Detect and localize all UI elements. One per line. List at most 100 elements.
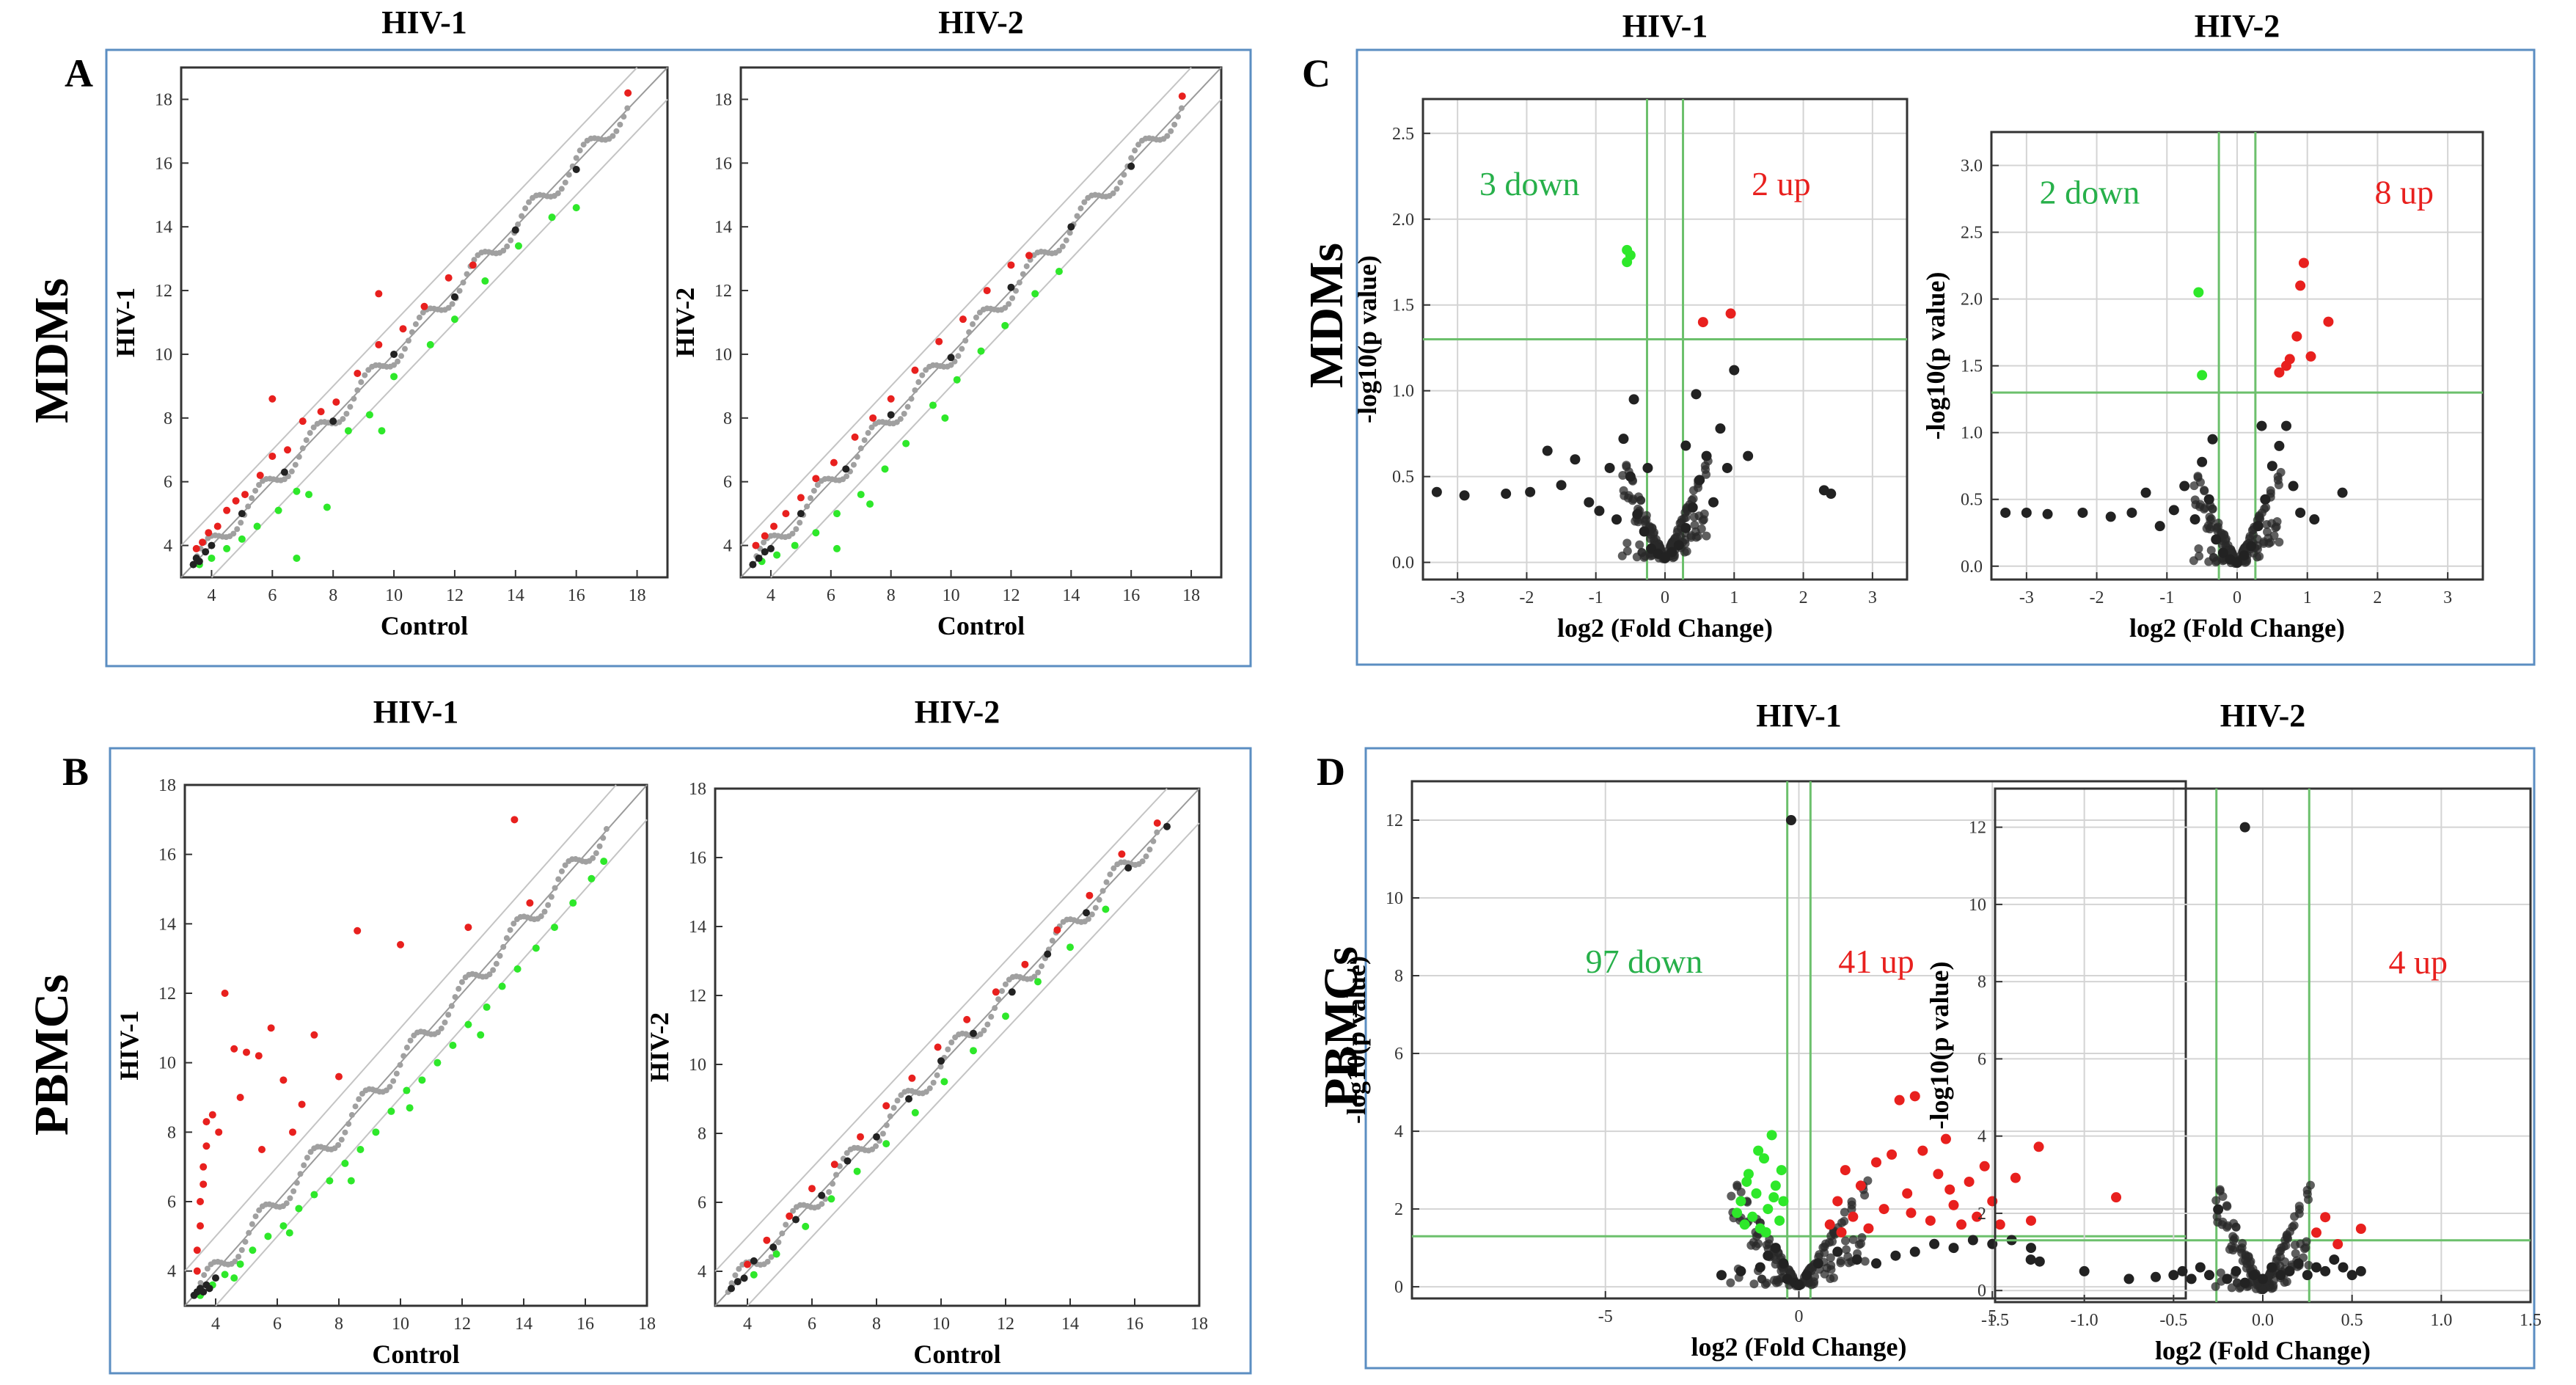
data-point-up [2111,1192,2122,1203]
scatter-point-ns-bg [1132,147,1138,154]
data-point-ns [2258,1273,2268,1284]
x-tick-label: 1 [2303,588,2312,607]
y-tick-label: 10 [155,346,172,365]
x-tick-label: 14 [507,586,524,605]
data-point-up [1979,1161,1990,1172]
scatter-point-ns-bg [486,971,493,978]
data-point-up [1878,1204,1889,1215]
scatter-point-ns-bg [580,142,587,148]
scatter-point-ns-bg [416,314,422,321]
data-point-ns [1785,815,1796,826]
data-point-up [268,452,277,460]
volcano-point-ns-bg [1848,1235,1858,1244]
data-point-down [902,439,910,447]
scatter-point-ns-bg [844,473,850,480]
data-point-up [1863,1223,1874,1234]
data-point-ns [2239,822,2250,833]
data-point-up [200,1163,208,1171]
scatter-point-ns-bg [201,1272,208,1279]
group-label-pbmcs-right: PBMCs [1314,946,1368,1108]
scatter-point-ns-bg [287,1195,293,1202]
volcano-point-ns-bg [1628,494,1638,504]
x-axis-label: Control [937,611,1025,640]
y-tick-label: 14 [155,218,172,237]
data-point-up [1933,1169,1944,1180]
data-point-ns [2253,521,2264,532]
volcano-point-ns-bg [1771,1260,1780,1269]
data-point-ns [1680,522,1691,533]
data-point-ns [2077,507,2088,518]
scatter-point-ns-bg [995,996,1002,1003]
scatter-point-ns-bg [1113,186,1120,192]
data-point-ns [1770,1243,1781,1254]
y-tick-label: 8 [698,1125,706,1144]
y-tick-label: 8 [164,409,172,428]
volcano-point-ns-bg [1635,540,1644,549]
scatter-point-ns-bg [340,416,346,423]
scatter-point-ns-bg [904,403,911,410]
scatter-point-ns-bg [249,495,255,502]
volcano-point-ns-bg [2194,544,2203,554]
data-point-ns [2123,1273,2134,1284]
x-tick-label: 16 [1126,1315,1144,1334]
x-tick-label: 10 [932,1315,950,1334]
data-point-up [830,458,838,467]
volcano-point-ns-bg [1836,1258,1845,1268]
volcano-point-ns-bg [2258,1285,2268,1295]
chart-a2: HIV-2 4 6 8 10 12 14 16 18 4 6 8 10 12 14 16 18 Control HI… [670,4,1223,640]
scatter-point-ns-bg [945,1046,951,1053]
data-point-down [483,1003,491,1011]
scatter-point-ns-bg [1006,301,1012,307]
data-point-ns [1735,1265,1746,1276]
scatter-point-ns-bg [234,526,241,533]
x-tick-label: 3 [2443,588,2452,607]
data-point-ns [1542,445,1553,456]
scatter-point-ns-bg [966,329,973,335]
data-point-up [2026,1215,2036,1226]
data-point-down [1066,943,1074,951]
volcano-point-ns-bg [2231,1222,2241,1232]
chart-title: HIV-1 [373,694,459,730]
volcano-point-ns-bg [2214,518,2223,527]
data-point-down [827,1195,835,1203]
data-point-ns [2026,1243,2036,1254]
x-tick-label: 2 [2373,588,2382,607]
volcano-point-ns-bg [1757,1274,1766,1284]
volcano-point-ns-bg [2211,1282,2220,1291]
scatter-point-ns-bg [984,1021,991,1028]
data-point-up [761,532,769,540]
volcano-point-ns-bg [1619,486,1628,495]
data-point-ns [2346,1270,2357,1281]
data-point-up [205,529,213,537]
scatter-point-ns-bg [915,379,922,385]
data-point-ns [2256,420,2267,431]
scatter-point-ns-bg [497,952,503,959]
volcano-point-ns-bg [1847,1200,1856,1210]
scatter-point-ns-bg [610,133,616,139]
y-tick-label: 10 [1969,896,1986,915]
y-tick-label: 12 [155,282,172,301]
data-point-ns [947,354,955,362]
data-point-down [1739,1219,1750,1230]
data-point-ns [1459,490,1470,501]
annotation-up-count: 8 up [2375,174,2434,211]
data-point-up [1840,1165,1851,1176]
data-point-ns [761,548,769,556]
scatter-point-ns-bg [861,436,868,443]
data-point-ns [2232,557,2242,568]
data-point-down [347,1177,355,1185]
x-tick-label: 14 [1061,1315,1079,1334]
data-point-down [341,1159,349,1167]
y-tick-label: 0 [1394,1278,1403,1297]
scatter-point-ns-bg [992,1005,998,1012]
y-axis-label: HIV-2 [670,288,700,357]
data-point-up [298,1100,306,1108]
scatter-point-ns-bg [779,1230,786,1237]
scatter-point-ns-bg [500,247,507,254]
scatter-point-ns-bg [343,411,350,417]
data-point-down [378,427,386,435]
volcano-point-ns-bg [2209,552,2218,562]
data-point-up [284,446,292,454]
volcano-point-ns-bg [1754,1239,1763,1249]
scatter-point-ns-bg [541,908,548,915]
